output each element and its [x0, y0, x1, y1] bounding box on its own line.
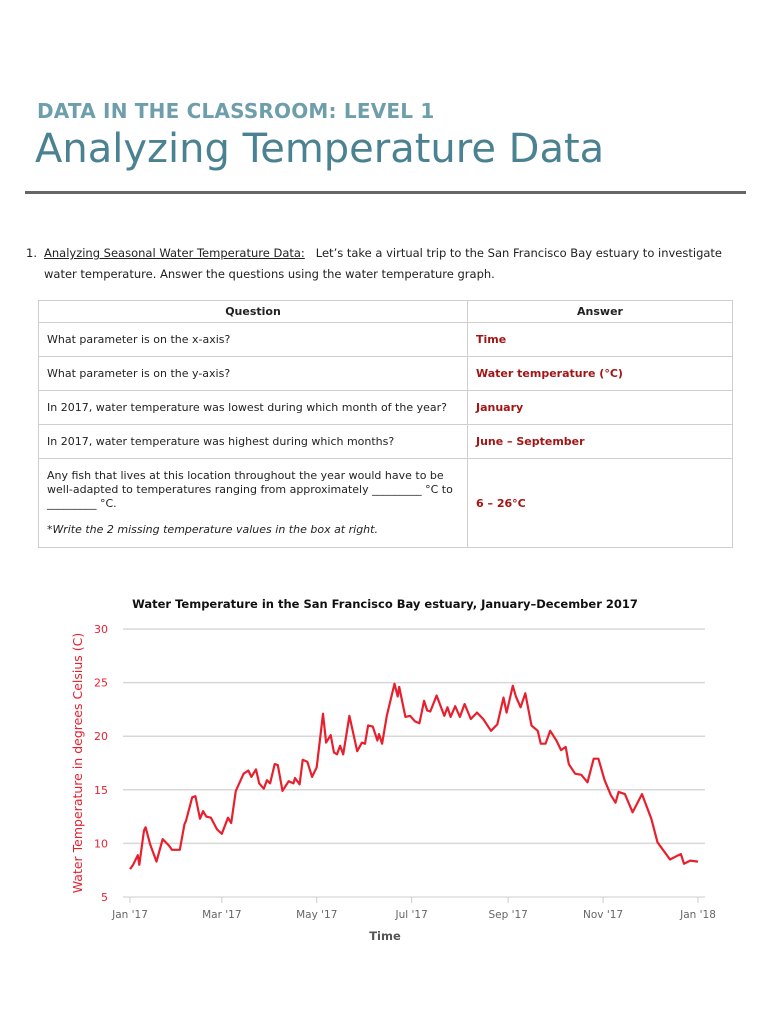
answer-cell: Water temperature (°C): [467, 356, 733, 391]
header-question: Question: [38, 300, 468, 323]
y-tick-label: 10: [94, 837, 108, 850]
question-cell: In 2017, water temperature was highest d…: [38, 424, 468, 459]
table-row: What parameter is on the y-axis? Water te…: [38, 356, 733, 391]
y-tick-label: 15: [94, 784, 108, 797]
answer-cell: January: [467, 390, 733, 425]
y-tick-label: 30: [94, 623, 108, 636]
x-tick-label: Mar '17: [202, 909, 241, 921]
y-tick-label: 25: [94, 677, 108, 690]
y-axis-label: Water Temperature in degrees Celsius (C): [70, 633, 85, 894]
question-text: Any fish that lives at this location thr…: [47, 469, 453, 510]
question-cell: What parameter is on the x-axis?: [38, 322, 468, 357]
intro-text-1: Let’s take a virtual trip to the San Fra…: [315, 246, 722, 260]
question-heading: Analyzing Seasonal Water Temperature Dat…: [44, 246, 305, 260]
section-kicker: DATA IN THE CLASSROOM: LEVEL 1: [37, 99, 435, 123]
question-intro: 1. Analyzing Seasonal Water Temperature D…: [26, 243, 726, 285]
y-tick-label: 5: [101, 891, 108, 904]
answer-cell: Time: [467, 322, 733, 357]
page-title: Analyzing Temperature Data: [35, 126, 605, 172]
y-tick-label: 20: [94, 730, 108, 743]
qa-table: Question Answer What parameter is on the…: [38, 300, 733, 548]
question-cell: In 2017, water temperature was lowest du…: [38, 390, 468, 425]
temperature-series-line: [129, 682, 699, 870]
x-tick-label: Sep '17: [488, 909, 527, 921]
chart-title: Water Temperature in the San Francisco B…: [132, 597, 638, 611]
answer-cell: June – September: [467, 424, 733, 459]
x-tick-label: Jan '18: [679, 909, 716, 921]
table-row: In 2017, water temperature was lowest du…: [38, 390, 733, 425]
x-tick-label: Nov '17: [583, 909, 623, 921]
table-row: What parameter is on the x-axis? Time: [38, 322, 733, 357]
question-cell: What parameter is on the y-axis?: [38, 356, 468, 391]
table-header-row: Question Answer: [38, 300, 733, 323]
x-tick-label: May '17: [296, 909, 337, 921]
question-note: *Write the 2 missing temperature values …: [47, 523, 378, 536]
table-row: Any fish that lives at this location thr…: [38, 458, 733, 548]
temperature-chart: Water Temperature in the San Francisco B…: [70, 597, 716, 943]
x-tick-label: Jan '17: [111, 909, 148, 921]
x-axis-label: Time: [369, 929, 401, 943]
question-cell: Any fish that lives at this location thr…: [38, 458, 468, 548]
intro-text-2: water temperature. Answer the questions …: [44, 267, 495, 281]
header-answer: Answer: [467, 300, 733, 323]
x-tick-label: Jul '17: [395, 909, 428, 921]
question-number: 1.: [26, 246, 37, 260]
answer-cell: 6 – 26°C: [467, 458, 733, 548]
title-divider: [25, 191, 746, 194]
table-row: In 2017, water temperature was highest d…: [38, 424, 733, 459]
